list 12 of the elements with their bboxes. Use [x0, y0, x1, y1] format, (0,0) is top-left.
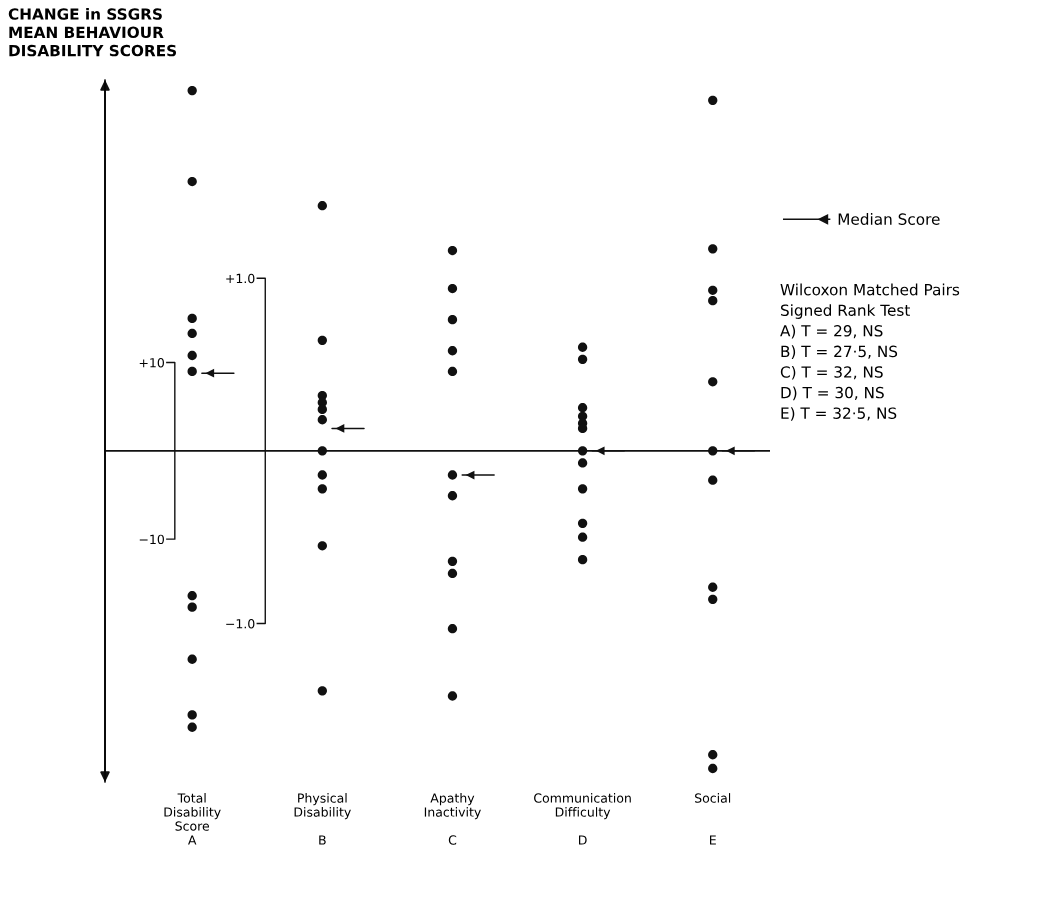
category-label: Apathy Inactivity C: [424, 793, 481, 845]
category-label: Social E: [695, 793, 731, 845]
y2-tick-label: −1.0: [226, 618, 255, 629]
category-label: Physical Disability B: [294, 793, 351, 845]
y-tick-label: +10: [139, 358, 164, 368]
y2-tick-label: +1.0: [226, 273, 255, 284]
y-axis-title: CHANGE in SSGRS MEAN BEHAVIOUR DISABILITY SCORES: [8, 8, 177, 57]
x-tick-label: Total Disability Score A: [164, 793, 221, 845]
category-label: Communication Difficulty D: [534, 793, 631, 845]
text: Wilcoxon Matched Pairs Signed Rank Test A) T = 29, NS B) T = 27·5, NS C) T = 32, NS D) T = 30, NS E) T = 32·5, NS: [780, 283, 960, 421]
legend-label: Median Score: [838, 213, 940, 225]
y-tick-label: −10: [139, 534, 164, 545]
